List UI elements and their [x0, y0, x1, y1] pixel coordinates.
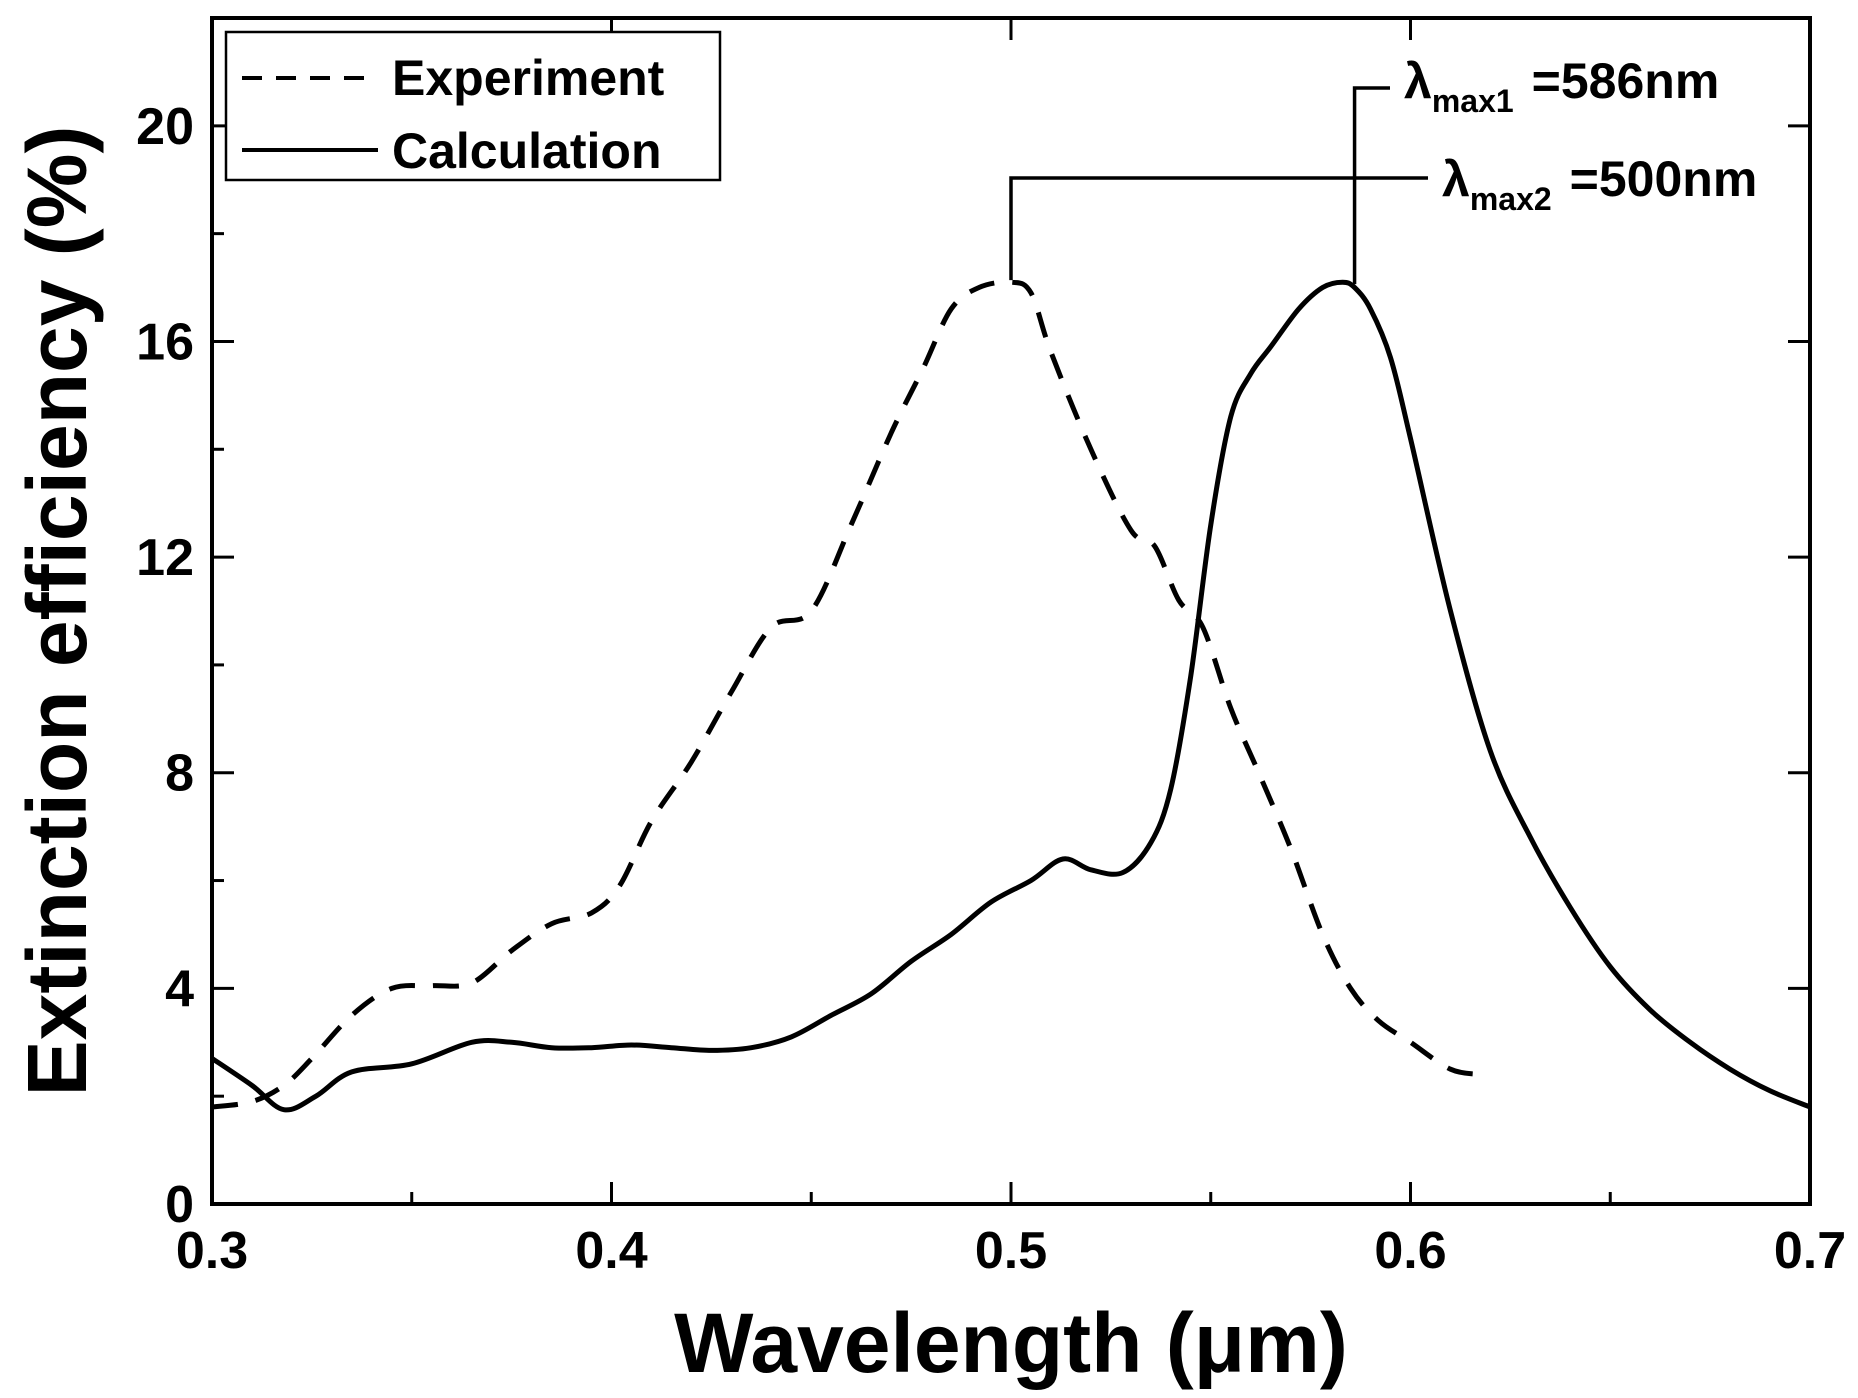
- legend-label-experiment: Experiment: [392, 50, 665, 106]
- axis-ticks: 0.3 0.4 0.5 0.6 0.7 0 4 8 12 16 20: [136, 18, 1846, 1280]
- y-tick-label: 12: [136, 529, 194, 587]
- y-tick-label: 8: [165, 745, 194, 803]
- series-layer: [210, 279, 1811, 1113]
- legend-box: [224, 30, 722, 182]
- x-tick-label: 0.3: [176, 1222, 248, 1280]
- peak-leader-max2: [1009, 176, 1428, 281]
- legend-label-calculation: Calculation: [392, 123, 661, 179]
- x-axis-title: Wavelength (μm): [674, 1296, 1348, 1390]
- series-line-experiment: [211, 279, 1483, 1110]
- peak-label-max1: λmax1 =586nm: [1404, 53, 1719, 119]
- peak-leader-max1: [1352, 86, 1390, 285]
- y-tick-label: 0: [165, 1176, 194, 1234]
- y-tick-label: 16: [136, 313, 194, 371]
- y-tick-label: 20: [136, 98, 194, 156]
- y-axis-title: Extinction efficiency (%): [10, 126, 104, 1097]
- peak-label-max2: λmax2 =500nm: [1442, 151, 1757, 217]
- x-tick-label: 0.5: [975, 1222, 1047, 1280]
- legend: Experiment Calculation: [224, 30, 722, 182]
- series-line-calculation: [210, 279, 1811, 1113]
- x-tick-label: 0.4: [575, 1222, 647, 1280]
- x-tick-label: 0.6: [1374, 1222, 1446, 1280]
- annotation-layer: λmax1 =586nm λmax2 =500nm: [1009, 53, 1757, 285]
- y-tick-label: 4: [165, 960, 194, 1018]
- x-tick-label: 0.7: [1774, 1222, 1846, 1280]
